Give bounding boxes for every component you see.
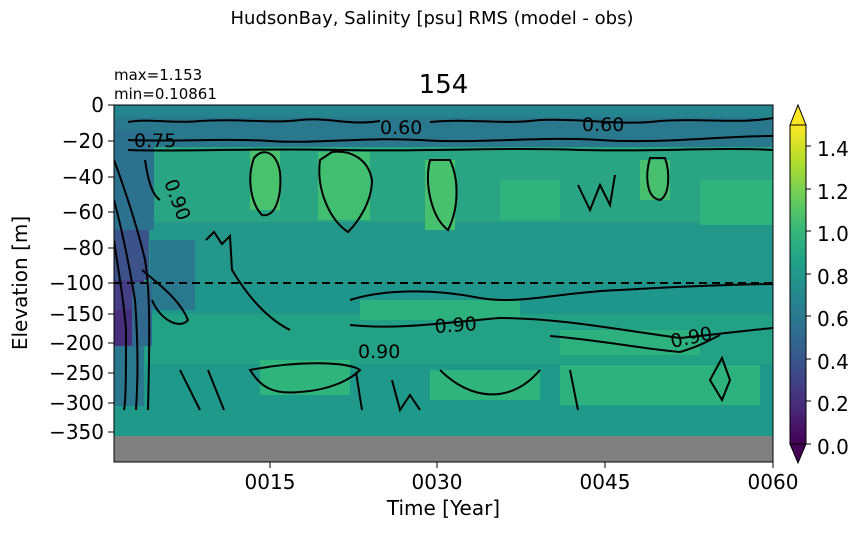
contour-line: [349, 316, 773, 340]
colorbar-extend-bottom: [789, 443, 807, 465]
y-tick-label: −20: [62, 129, 104, 153]
contour-label: 0.75: [134, 130, 176, 152]
stat-min-label: min=0.10861: [114, 85, 217, 103]
colorbar-extend-top: [789, 103, 807, 126]
contour-line: [114, 159, 151, 411]
contour-line: [249, 151, 282, 217]
y-tick-label: −60: [62, 200, 104, 224]
colorbar-tick-label: 0.2: [817, 392, 849, 416]
contour-line: [114, 239, 128, 411]
y-tick-label: −200: [49, 331, 104, 355]
contour-line: [248, 362, 362, 394]
contour-line: [646, 157, 670, 202]
colorbar-tick-label: 1.4: [817, 137, 849, 161]
colorbar-tick-label: 1.0: [817, 222, 849, 246]
y-tick-label: −40: [62, 165, 104, 189]
x-tick-label: 0015: [245, 470, 296, 494]
band-lower: [114, 222, 773, 282]
y-tick-label: −100: [49, 271, 104, 295]
contour-label: 0.90: [358, 341, 400, 363]
contour-label: 0.60: [380, 117, 422, 139]
patch: [700, 180, 773, 225]
y-tick-label: −150: [49, 302, 104, 326]
contour-line: [127, 148, 773, 152]
contour-line: [708, 355, 732, 403]
contour-line: [355, 371, 363, 411]
contour-line: [427, 159, 458, 232]
contour-label: 0.60: [582, 114, 624, 136]
y-tick-label: −250: [49, 361, 104, 385]
x-tick-label: 0045: [580, 470, 631, 494]
contour-label: 0.90: [434, 313, 478, 338]
y-tick-label: −80: [62, 236, 104, 260]
contour-line: [349, 283, 773, 301]
contour-line: [429, 117, 773, 124]
colorbar-tick-label: 0.6: [817, 307, 849, 331]
patch: [500, 180, 560, 220]
colorbar-body: [789, 124, 807, 445]
contour-line: [569, 369, 579, 411]
contour-line: [391, 379, 421, 413]
contour-line: [127, 118, 381, 124]
contour-line: [127, 135, 773, 143]
contour-line: [179, 369, 201, 411]
contour-line: [439, 369, 541, 396]
left-edge: [114, 346, 144, 406]
contour-line: [114, 199, 139, 411]
contour-line: [207, 369, 225, 411]
y-axis-ticks: 0 −20 −40 −60 −80 −100 −150 −200 −250 −3…: [49, 93, 114, 444]
x-tick-label: 0030: [412, 470, 463, 494]
left-edge: [114, 310, 132, 346]
contour-line: [318, 150, 374, 234]
patch: [318, 152, 370, 220]
colorbar-tick-label: 0.0: [817, 435, 849, 459]
contour-lines: [114, 117, 773, 413]
x-axis-label: Time [Year]: [386, 496, 501, 520]
band-surface: [114, 105, 773, 117]
contour-line: [577, 174, 616, 213]
stat-max-label: max=1.153: [114, 66, 203, 84]
y-tick-label: 0: [91, 93, 104, 117]
patch: [560, 365, 760, 405]
plot-title: 154: [418, 70, 469, 100]
x-tick-label: 0060: [748, 470, 799, 494]
contour-line: [549, 334, 721, 354]
patch: [360, 300, 520, 320]
no-data-region: [114, 436, 773, 462]
colorbar: 0.0 0.2 0.4 0.6 0.8 1.0 1.2 1.4: [789, 103, 849, 465]
colorbar-tick-label: 0.8: [817, 265, 849, 289]
contour-line: [144, 159, 161, 201]
x-axis-ticks: 0015 0030 0045 0060: [245, 462, 799, 494]
figure-suptitle: HudsonBay, Salinity [psu] RMS (model - o…: [230, 8, 634, 29]
contour-line: [205, 230, 291, 331]
patch: [150, 240, 195, 310]
y-tick-label: −300: [49, 391, 104, 415]
colorbar-tick-label: 0.4: [817, 350, 849, 374]
colorbar-tick-label: 1.2: [817, 180, 849, 204]
y-tick-label: −350: [49, 420, 104, 444]
